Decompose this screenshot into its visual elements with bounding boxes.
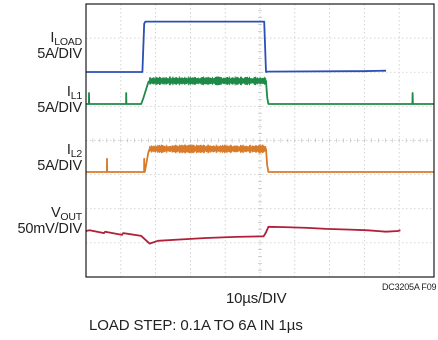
x-axis-scale-label: 10µs/DIV (226, 290, 287, 307)
trace-load (86, 20, 387, 73)
trace-l2 (86, 148, 434, 173)
plot-traces (85, 20, 434, 245)
trace-l2-ripple (149, 144, 267, 154)
iload-scale: 5A/DIV (37, 46, 82, 62)
trace-l1 (86, 80, 434, 105)
figure-id: DC3205A F09 (382, 282, 437, 292)
series-label-vout: VOUT 50mV/DIV (17, 205, 83, 237)
trace-l1-ripple (149, 76, 267, 86)
chart-caption: LOAD STEP: 0.1A TO 6A IN 1µs (89, 317, 303, 334)
il2-scale: 5A/DIV (37, 158, 82, 174)
series-label-iload: ILOAD 5A/DIV (37, 30, 82, 62)
plot-frame (85, 3, 435, 278)
plot-grid (85, 3, 435, 278)
series-label-il2: IL2 5A/DIV (37, 142, 82, 174)
il1-scale: 5A/DIV (37, 100, 82, 116)
vout-scale: 50mV/DIV (17, 221, 83, 237)
series-label-il1: IL1 5A/DIV (37, 84, 82, 116)
trace-out (85, 225, 401, 245)
